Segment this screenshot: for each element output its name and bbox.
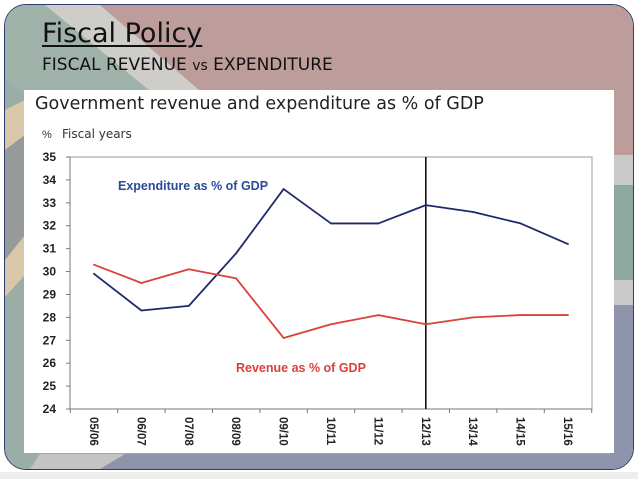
slide-title: Fiscal Policy bbox=[42, 18, 203, 49]
y-tick-label: 28 bbox=[43, 310, 57, 324]
subtitle-vs: vs bbox=[192, 58, 208, 74]
revenue-series-label: Revenue as % of GDP bbox=[236, 361, 366, 375]
subtitle-part2: EXPENDITURE bbox=[207, 55, 333, 75]
bg-right-grey-1 bbox=[610, 155, 633, 185]
expenditure-series-label: Expenditure as % of GDP bbox=[118, 179, 268, 193]
x-tick-label: 11/12 bbox=[371, 417, 383, 445]
bg-left-tan-2 bbox=[5, 235, 25, 297]
bg-left-tan-1 bbox=[5, 100, 25, 150]
x-tick-label: 15/16 bbox=[561, 417, 573, 446]
bg-green-top bbox=[5, 5, 165, 95]
bottom-strip bbox=[0, 472, 638, 479]
chart-panel bbox=[24, 90, 614, 453]
x-tick-label: 10/11 bbox=[324, 417, 336, 446]
y-tick-label: 30 bbox=[43, 265, 57, 279]
bg-grey-stripe bbox=[45, 5, 205, 95]
expenditure-point bbox=[330, 222, 332, 225]
revenue-point bbox=[472, 316, 475, 319]
y-axis-unit-label: % bbox=[42, 129, 52, 141]
y-tick-label: 35 bbox=[43, 150, 57, 164]
expenditure-point bbox=[519, 222, 522, 225]
subtitle-part1: FISCAL REVENUE bbox=[42, 55, 193, 75]
revenue-line bbox=[93, 263, 568, 339]
chart-title: Government revenue and expenditure as % … bbox=[35, 94, 484, 114]
revenue-point bbox=[519, 314, 522, 316]
revenue-point bbox=[377, 314, 380, 316]
y-tick-label: 26 bbox=[43, 356, 57, 370]
revenue-point bbox=[140, 282, 143, 284]
x-tick-label: 12/13 bbox=[419, 417, 431, 446]
x-tick-label: 06/07 bbox=[134, 417, 146, 446]
bg-right-blue bbox=[610, 305, 633, 469]
revenue-point bbox=[93, 263, 95, 266]
expenditure-point bbox=[282, 188, 285, 190]
revenue-point bbox=[187, 268, 190, 271]
y-tick-label: 24 bbox=[43, 402, 57, 416]
expenditure-point bbox=[187, 305, 190, 307]
y-tick-label: 32 bbox=[43, 219, 57, 233]
revenue-point bbox=[567, 314, 569, 316]
revenue-point bbox=[330, 323, 332, 326]
revenue-point bbox=[235, 277, 238, 280]
bg-right-grey-2 bbox=[610, 280, 633, 305]
bg-left-green bbox=[5, 275, 25, 469]
expenditure-point bbox=[140, 309, 143, 312]
expenditure-line bbox=[93, 188, 569, 312]
y-tick-label: 27 bbox=[43, 333, 57, 347]
x-tick-label: 05/06 bbox=[87, 417, 99, 446]
expenditure-point bbox=[377, 222, 380, 225]
bg-left-grey bbox=[5, 135, 25, 260]
bg-bottom-grey bbox=[30, 454, 125, 469]
y-tick-label: 25 bbox=[43, 379, 57, 393]
x-tick-label: 14/15 bbox=[514, 417, 526, 446]
slide-subtitle: FISCAL REVENUE vs EXPENDITURE bbox=[42, 55, 333, 75]
expenditure-point bbox=[567, 243, 569, 245]
x-tick-label: 09/10 bbox=[277, 417, 289, 446]
revenue-point bbox=[424, 323, 427, 326]
x-tick-label: 13/14 bbox=[466, 417, 478, 446]
y-tick-label: 33 bbox=[43, 196, 57, 210]
x-tick-label: 07/08 bbox=[182, 417, 194, 446]
bg-bottom-blue bbox=[45, 454, 633, 469]
expenditure-point bbox=[424, 204, 427, 207]
y-tick-label: 29 bbox=[43, 287, 57, 301]
expenditure-point bbox=[93, 272, 95, 275]
expenditure-point bbox=[472, 211, 475, 213]
y-tick-label: 31 bbox=[43, 242, 57, 256]
x-axis-title: Fiscal years bbox=[62, 127, 132, 141]
expenditure-point bbox=[235, 252, 238, 255]
bg-right-green bbox=[610, 185, 633, 280]
revenue-point bbox=[282, 337, 285, 339]
y-tick-label: 34 bbox=[43, 173, 57, 187]
x-tick-label: 08/09 bbox=[229, 417, 241, 446]
